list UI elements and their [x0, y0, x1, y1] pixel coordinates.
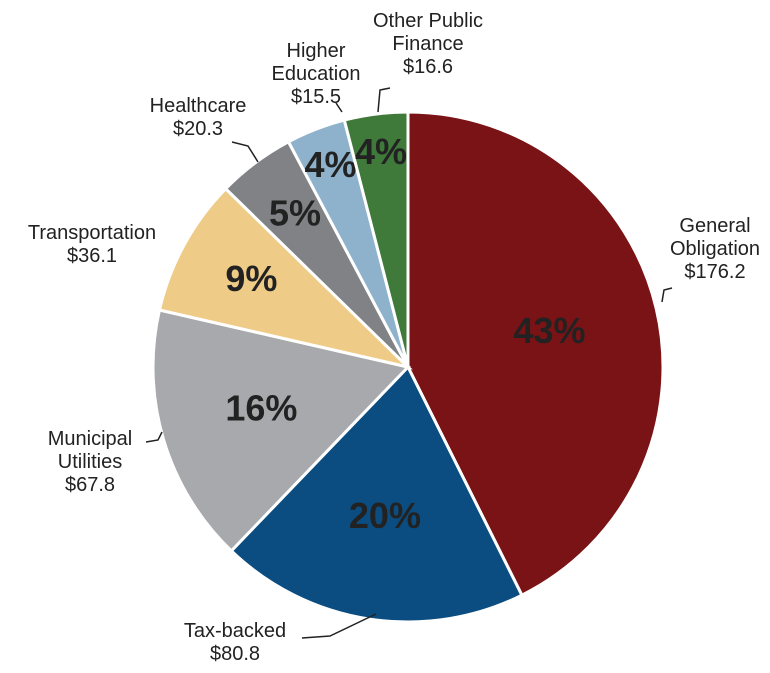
leader-line — [661, 287, 673, 303]
category-label: Healthcare — [149, 95, 247, 117]
value-label: $20.3 — [172, 118, 224, 140]
leader-line — [231, 141, 259, 163]
value-label: $67.8 — [64, 474, 116, 496]
slice-label: Healthcare $20.3 — [133, 95, 263, 141]
pie-slice — [406, 110, 665, 598]
percent-label: 20% — [349, 495, 421, 536]
leader-line — [335, 102, 343, 113]
percent-label: 9% — [225, 258, 277, 299]
category-label: Higher Education — [271, 40, 361, 85]
category-label: Other Public Finance — [372, 10, 484, 55]
leader-line — [145, 431, 163, 443]
category-label: Tax-backed — [183, 620, 287, 642]
slice-label: Tax-backed $80.8 — [165, 620, 305, 666]
category-label: Transportation — [27, 222, 157, 244]
slice-label: General Obligation $176.2 — [660, 215, 770, 284]
value-label: $80.8 — [209, 643, 261, 665]
value-label: $15.5 — [290, 86, 342, 108]
value-label: $36.1 — [66, 245, 118, 267]
value-label: $176.2 — [684, 261, 746, 283]
pie-slice — [342, 110, 410, 368]
pie-slice — [151, 308, 411, 553]
percent-label: 43% — [513, 310, 585, 351]
percent-label: 16% — [225, 387, 297, 428]
percent-label: 4% — [304, 144, 356, 185]
slice-label: Transportation $36.1 — [7, 222, 177, 268]
category-label: General Obligation — [669, 215, 761, 260]
slice-label: Municipal Utilities $67.8 — [25, 428, 155, 497]
pie-slice — [157, 186, 413, 370]
percent-label: 5% — [269, 192, 321, 233]
category-label: Municipal Utilities — [47, 428, 133, 473]
slice-label: Other Public Finance $16.6 — [353, 10, 503, 79]
leader-line — [301, 613, 377, 639]
pie-slice — [229, 364, 524, 624]
value-label: $16.6 — [402, 56, 454, 78]
percent-label: 4% — [355, 131, 407, 172]
leader-line — [377, 87, 391, 113]
slice-label: Higher Education $15.5 — [261, 40, 371, 109]
